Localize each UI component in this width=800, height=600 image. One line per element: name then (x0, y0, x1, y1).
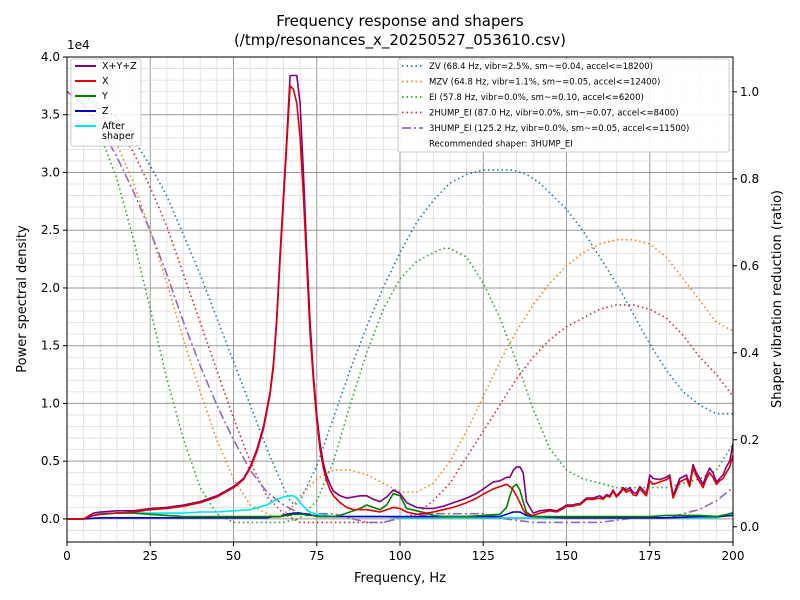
x-tick-label: 0 (63, 549, 71, 563)
legend-label: Z (102, 106, 109, 117)
legend-label: ZV (68.4 Hz, vibr=2.5%, sm~=0.04, accel<… (429, 62, 653, 72)
y-axis-ticks: 0.0 0.5 1.0 1.5 2.0 2.5 3.0 3.5 4.0 (41, 50, 67, 526)
x-tick-label: 125 (472, 549, 495, 563)
x-tick-label: 175 (638, 549, 661, 563)
legend-right: ZV (68.4 Hz, vibr=2.5%, sm~=0.04, accel<… (397, 58, 730, 153)
legend-label: Y (101, 91, 108, 102)
y-tick-label: 0.0 (41, 512, 60, 526)
psd-series-group (67, 74, 734, 520)
y2-axis-label: Shaper vibration reduction (ratio) (770, 190, 785, 408)
shaper-line-2 (66, 91, 734, 520)
x-tick-label: 150 (555, 549, 578, 563)
y-tick-label: 4.0 (41, 50, 60, 64)
x-tick-label: 75 (309, 549, 324, 563)
recommended-shaper-label: Recommended shaper: 3HUMP_EI (429, 140, 573, 150)
chart-title: Frequency response and shapers (276, 12, 524, 30)
psd-line-x (67, 85, 734, 520)
y2-tick-label: 0.0 (740, 520, 759, 534)
y2-axis-ticks: 0.0 0.2 0.4 0.6 0.8 1.0 (733, 85, 759, 534)
legend-label: 2HUMP_EI (87.0 Hz, vibr=0.0%, sm~=0.07, … (429, 109, 679, 119)
x-tick-label: 50 (226, 549, 241, 563)
legend-label: shaper (102, 131, 135, 142)
y-tick-label: 1.0 (41, 396, 60, 410)
y-tick-label: 2.0 (41, 281, 60, 295)
shaper-series-group (66, 91, 734, 524)
x-tick-label: 25 (143, 549, 158, 563)
y-tick-label: 0.5 (41, 454, 60, 468)
y-axis-label: Power spectral density (15, 225, 30, 373)
chart-subtitle: (/tmp/resonances_x_20250527_053610.csv) (234, 31, 566, 50)
y-tick-label: 2.5 (41, 223, 60, 237)
y2-tick-label: 0.6 (740, 259, 759, 273)
legend-label: X+Y+Z (102, 61, 137, 72)
legend-label: X (102, 76, 109, 87)
legend-label: After (102, 121, 125, 132)
shaper-line-4 (66, 91, 734, 524)
y-tick-label: 1.5 (41, 339, 60, 353)
x-tick-label: 100 (389, 549, 412, 563)
x-axis-ticks: 0 25 50 75 100 125 150 175 200 (63, 542, 744, 563)
y2-tick-label: 1.0 (740, 85, 759, 99)
y2-tick-label: 0.2 (740, 433, 759, 447)
y2-tick-label: 0.4 (740, 346, 759, 360)
legend-right-box (397, 58, 730, 153)
y2-tick-label: 0.8 (740, 172, 759, 186)
x-axis-label: Frequency, Hz (354, 571, 446, 586)
shaper-line-3 (66, 91, 734, 524)
shaper-line-1 (66, 91, 733, 507)
y-tick-label: 3.0 (41, 165, 60, 179)
psd-line-y (67, 483, 734, 520)
legend-label: MZV (64.8 Hz, vibr=1.1%, sm~=0.05, accel… (429, 78, 660, 88)
y-exponent-label: 1e4 (67, 38, 90, 52)
legend-label: 3HUMP_EI (125.2 Hz, vibr=0.0%, sm~=0.05,… (429, 124, 689, 134)
shaper-line-5 (66, 91, 734, 524)
legend-label: EI (57.8 Hz, vibr=0.0%, sm~=0.10, accel<… (429, 93, 644, 103)
x-tick-label: 200 (722, 549, 745, 563)
y-tick-label: 3.5 (41, 108, 60, 122)
